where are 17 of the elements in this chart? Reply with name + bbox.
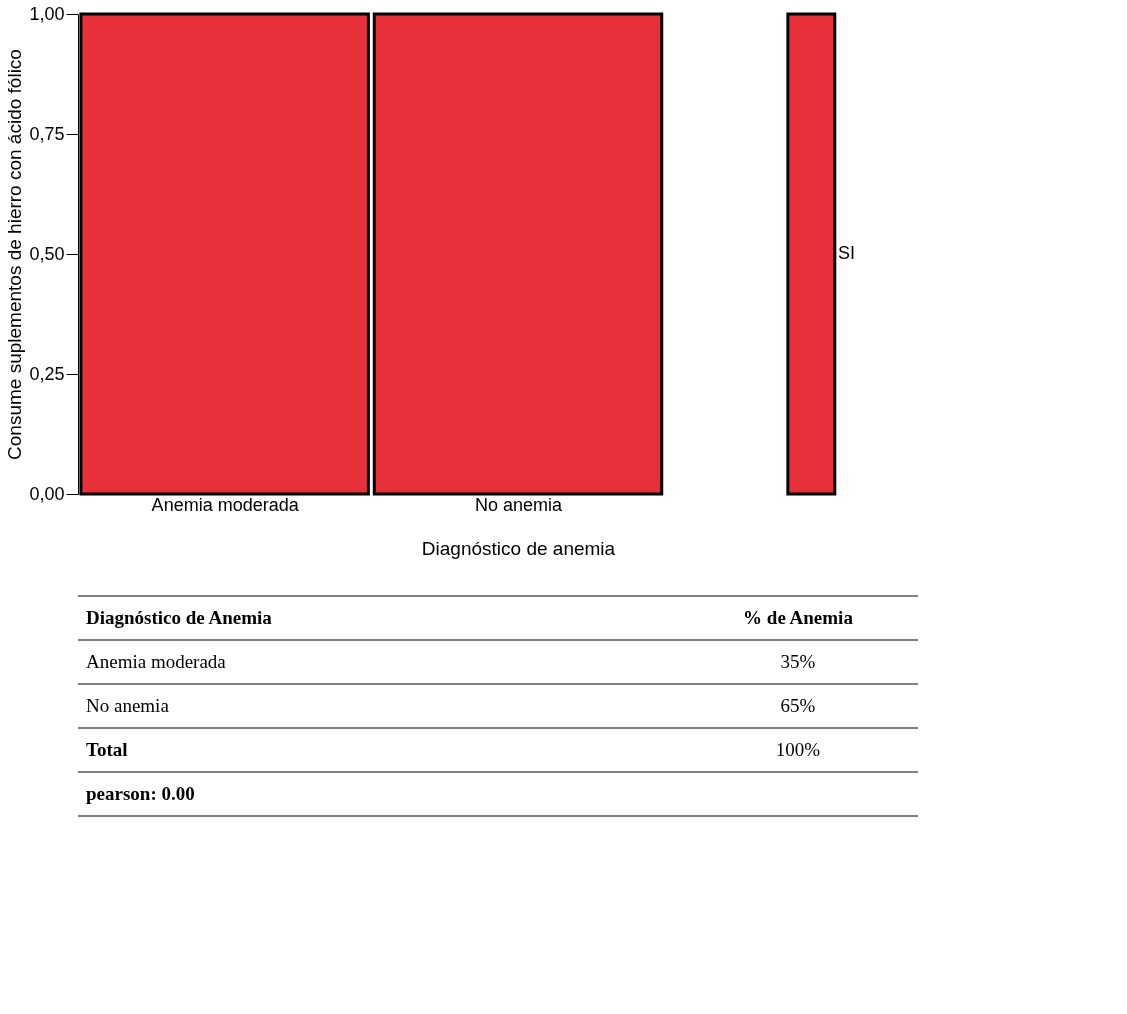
text: Total: [86, 739, 128, 760]
y-tick-label: 1,00: [29, 3, 65, 24]
text: Anemia moderada: [86, 651, 227, 672]
text: pearson: 0.00: [86, 783, 195, 804]
text: Diagnóstico de Anemia: [86, 607, 273, 628]
y-tick-label: 0,75: [29, 123, 65, 144]
text: No anemia: [86, 695, 170, 716]
y-tick-label: 0,25: [29, 363, 65, 384]
annotation: SI: [838, 243, 856, 263]
y-tick-label: 0,50: [29, 243, 65, 264]
text: % de Anemia: [743, 607, 854, 628]
y-axis-title: Consume suplementos de hierro con ácido fólico: [4, 49, 26, 460]
text: 100%: [775, 739, 821, 760]
y-tick-label: 0,00: [29, 483, 65, 504]
text: 65%: [780, 695, 816, 716]
text: 35%: [780, 651, 816, 672]
x-axis-title: Diagnóstico de anemia: [421, 537, 616, 559]
